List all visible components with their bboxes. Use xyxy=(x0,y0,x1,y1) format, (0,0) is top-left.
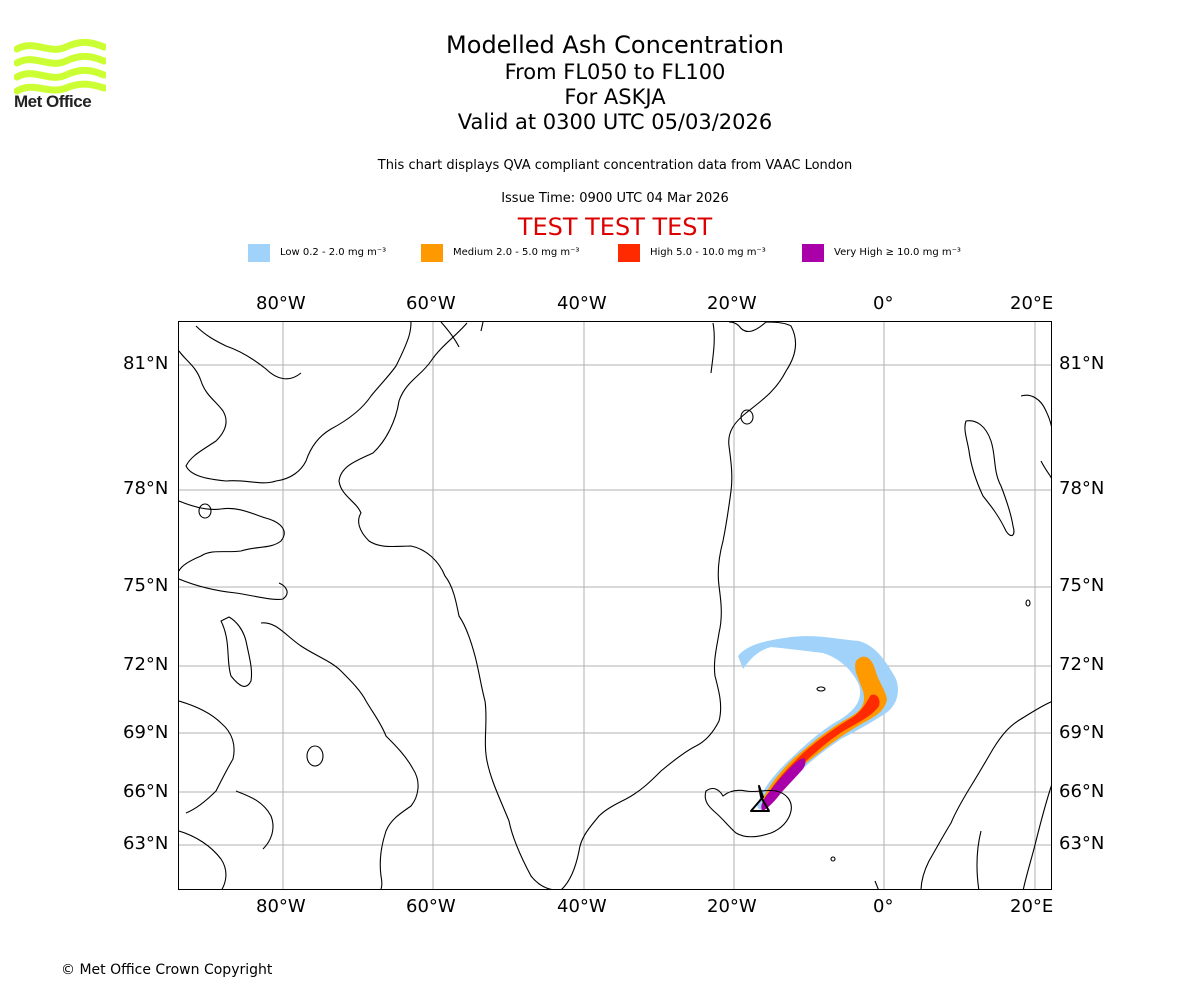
coastline-island xyxy=(195,325,302,380)
volcano-source-marker xyxy=(750,785,770,812)
lat-label-right: 72°N xyxy=(1059,654,1105,675)
coastline-island xyxy=(1025,599,1031,607)
coastline-island xyxy=(179,578,288,600)
lon-label-top: 0° xyxy=(873,293,894,314)
legend-label-very-high: Very High ≥ 10.0 mg m⁻³ xyxy=(834,247,961,258)
coastline-iceland xyxy=(704,787,792,838)
volcano-name: For ASKJA xyxy=(564,85,666,109)
lat-label-left: 69°N xyxy=(123,722,169,743)
lat-label-left: 81°N xyxy=(123,353,169,374)
lon-label-top: 60°W xyxy=(406,293,456,314)
lat-label-left: 63°N xyxy=(123,833,169,854)
lat-label-right: 69°N xyxy=(1059,722,1105,743)
lat-label-right: 78°N xyxy=(1059,478,1105,499)
coastline-ellesmere xyxy=(179,322,412,484)
ash-area-high xyxy=(764,694,880,809)
lat-label-right: 81°N xyxy=(1059,353,1105,374)
test-banner: TEST TEST TEST xyxy=(517,213,713,241)
lon-label-bottom: 40°W xyxy=(557,896,607,917)
legend-label-low: Low 0.2 - 2.0 mg m⁻³ xyxy=(280,247,387,258)
met-office-logo-icon xyxy=(14,38,106,95)
flight-level-range: From FL050 to FL100 xyxy=(504,60,726,84)
coastline-island xyxy=(740,409,754,425)
legend-swatch-very-high xyxy=(802,244,824,262)
coastline-sweden-border xyxy=(1022,785,1051,889)
coastline-jan-mayen xyxy=(816,686,826,692)
coastline-island xyxy=(306,745,324,767)
lon-label-top: 20°W xyxy=(707,293,757,314)
coastline-svalbard-east xyxy=(1020,394,1051,479)
lon-label-bottom: 0° xyxy=(873,896,894,917)
coastline-island xyxy=(220,616,253,687)
ash-plume xyxy=(738,636,898,811)
lon-label-bottom: 60°W xyxy=(406,896,456,917)
chart-title: Modelled Ash Concentration xyxy=(446,31,784,59)
lat-label-right: 63°N xyxy=(1059,833,1105,854)
lat-label-left: 78°N xyxy=(123,478,169,499)
lon-label-top: 80°W xyxy=(256,293,306,314)
ash-area-low xyxy=(738,636,898,810)
coastline-island xyxy=(179,500,285,572)
coastline-faroe xyxy=(830,856,836,862)
chart-title-block: Modelled Ash Concentration From FL050 to… xyxy=(0,30,1200,135)
coastline-norway-inland xyxy=(976,830,982,889)
coastline-fjord xyxy=(710,322,715,374)
lat-label-left: 66°N xyxy=(123,781,169,802)
coastline-norway xyxy=(920,701,1051,889)
lon-label-top: 40°W xyxy=(557,293,607,314)
coastline-island xyxy=(198,503,212,519)
coastline-island xyxy=(235,790,274,850)
lon-label-top: 20°E xyxy=(1010,293,1054,314)
legend-swatch-medium xyxy=(421,244,443,262)
map-frame[interactable] xyxy=(178,321,1052,890)
lon-label-bottom: 80°W xyxy=(256,896,306,917)
coastline-greenland xyxy=(338,322,797,889)
coastline-fjord xyxy=(480,322,484,332)
coastlines xyxy=(179,322,1051,889)
chart-description: This chart displays QVA compliant concen… xyxy=(377,158,853,173)
legend-swatch-low xyxy=(248,244,270,262)
coastline-island xyxy=(179,700,235,814)
legend-label-high: High 5.0 - 10.0 mg m⁻³ xyxy=(650,247,766,258)
coastline-fjord xyxy=(440,322,460,348)
coastline-island xyxy=(179,830,227,889)
lat-label-left: 75°N xyxy=(123,575,169,596)
legend-label-medium: Medium 2.0 - 5.0 mg m⁻³ xyxy=(453,247,580,258)
coastline-svalbard xyxy=(964,420,1015,537)
lat-label-right: 66°N xyxy=(1059,781,1105,802)
legend-swatch-high xyxy=(618,244,640,262)
lon-label-bottom: 20°E xyxy=(1010,896,1054,917)
graticule xyxy=(179,322,1051,889)
issue-time: Issue Time: 0900 UTC 04 Mar 2026 xyxy=(501,191,729,206)
logo-text: Met Office xyxy=(14,92,92,111)
ash-area-very-high xyxy=(761,758,806,811)
lat-label-right: 75°N xyxy=(1059,575,1105,596)
valid-time: Valid at 0300 UTC 05/03/2026 xyxy=(457,110,773,134)
lon-label-bottom: 20°W xyxy=(707,896,757,917)
copyright-notice: © Met Office Crown Copyright xyxy=(61,962,273,978)
coastline-shetland xyxy=(874,880,879,889)
coastline-baffin xyxy=(260,622,419,889)
map-canvas xyxy=(179,322,1051,889)
lat-label-left: 72°N xyxy=(123,654,169,675)
